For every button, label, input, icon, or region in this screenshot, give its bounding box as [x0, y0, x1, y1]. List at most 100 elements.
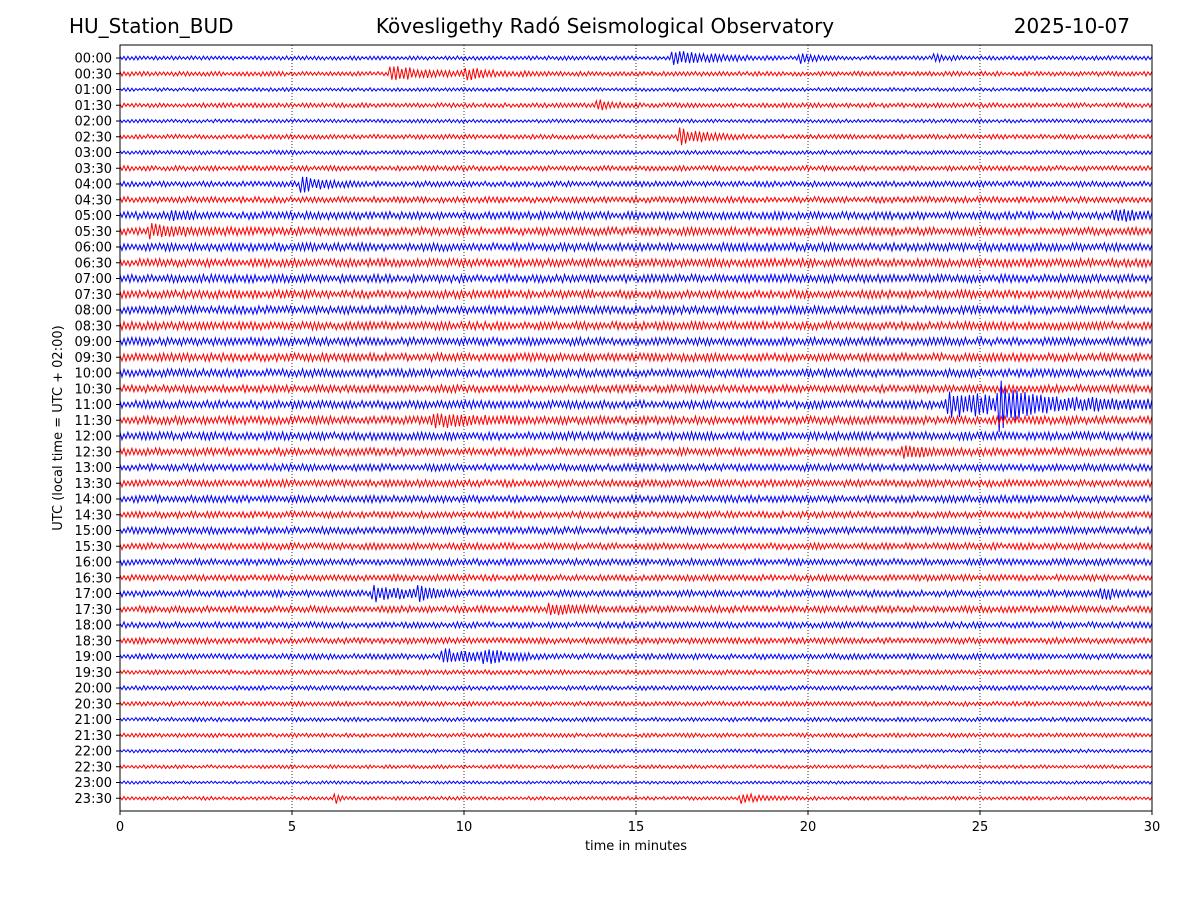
y-tick-label: 16:30 [75, 571, 112, 586]
y-tick-label: 01:30 [75, 99, 112, 114]
y-tick-label: 00:30 [75, 67, 112, 82]
trace-2230 [119, 763, 1153, 770]
trace-0400 [119, 176, 1153, 193]
y-tick-label: 07:00 [75, 272, 112, 287]
y-tick-label: 21:00 [75, 713, 112, 728]
y-tick-label: 15:00 [75, 524, 112, 539]
trace-2030 [119, 700, 1153, 708]
y-tick-label: 08:30 [75, 319, 112, 334]
trace-1000 [119, 366, 1153, 380]
trace-0830 [119, 319, 1153, 332]
trace-0900 [119, 335, 1153, 348]
y-tick-label: 11:00 [75, 398, 112, 413]
y-tick-label: 06:30 [75, 256, 112, 271]
trace-1400 [119, 493, 1153, 505]
y-tick-label: 10:30 [75, 382, 112, 397]
trace-1830 [119, 636, 1153, 646]
trace-2100 [119, 716, 1153, 723]
y-tick-label: 17:00 [75, 587, 112, 602]
trace-0000 [119, 51, 1153, 65]
y-tick-label: 22:30 [75, 760, 112, 775]
x-tick-label: 5 [288, 820, 296, 835]
trace-1430 [119, 509, 1153, 520]
trace-0600 [119, 240, 1153, 254]
trace-2330 [119, 792, 1153, 804]
y-tick-label: 14:30 [75, 508, 112, 523]
trace-1930 [119, 668, 1153, 676]
y-axis-label: UTC (local time = UTC + 02:00) [51, 325, 66, 530]
y-tick-label: 15:30 [75, 540, 112, 555]
trace-0800 [119, 303, 1153, 317]
x-axis-label: time in minutes [585, 839, 687, 854]
y-tick-label: 13:00 [75, 461, 112, 476]
x-tick-label: 10 [456, 820, 473, 835]
trace-1200 [119, 429, 1153, 443]
x-tick-label: 25 [972, 820, 989, 835]
trace-1730 [119, 602, 1153, 616]
trace-0700 [119, 272, 1153, 285]
trace-1330 [119, 477, 1153, 489]
y-tick-label: 02:30 [75, 130, 112, 145]
trace-0230 [119, 127, 1153, 146]
trace-0930 [119, 351, 1153, 364]
y-tick-label: 19:30 [75, 666, 112, 681]
chart-title: Kövesligethy Radó Seismological Observat… [375, 14, 835, 38]
x-tick-label: 30 [1144, 820, 1161, 835]
y-axis: 00:0000:3001:0001:3002:0002:3003:0003:30… [75, 52, 120, 807]
trace-0130 [119, 99, 1153, 111]
trace-group [119, 51, 1153, 804]
y-tick-label: 11:30 [75, 414, 112, 429]
date-label: 2025-10-07 [1013, 14, 1130, 38]
y-tick-label: 06:00 [75, 241, 112, 256]
trace-1230 [119, 445, 1153, 459]
y-tick-label: 05:30 [75, 225, 112, 240]
trace-1600 [119, 556, 1153, 567]
y-tick-label: 23:30 [75, 792, 112, 807]
trace-0300 [119, 149, 1153, 156]
y-tick-label: 21:30 [75, 729, 112, 744]
trace-1500 [119, 525, 1153, 536]
trace-0330 [119, 164, 1153, 173]
y-tick-label: 10:00 [75, 367, 112, 382]
y-tick-label: 09:00 [75, 335, 112, 350]
trace-1030 [119, 382, 1153, 395]
y-tick-label: 08:00 [75, 304, 112, 319]
trace-0100 [119, 86, 1153, 93]
trace-1800 [119, 620, 1153, 630]
trace-2130 [119, 732, 1153, 739]
x-tick-label: 20 [800, 820, 817, 835]
y-tick-label: 01:00 [75, 83, 112, 98]
trace-1300 [119, 462, 1153, 473]
trace-1100 [119, 380, 1153, 433]
y-tick-label: 23:00 [75, 776, 112, 791]
y-tick-label: 04:00 [75, 178, 112, 193]
trace-1130 [119, 413, 1153, 429]
y-tick-label: 18:30 [75, 634, 112, 649]
trace-0200 [119, 118, 1153, 124]
y-tick-label: 17:30 [75, 603, 112, 618]
y-tick-label: 16:00 [75, 556, 112, 571]
trace-0530 [119, 223, 1153, 240]
trace-1630 [119, 572, 1153, 583]
y-tick-label: 20:30 [75, 697, 112, 712]
y-tick-label: 02:00 [75, 115, 112, 130]
y-tick-label: 04:30 [75, 193, 112, 208]
trace-2000 [119, 684, 1153, 692]
y-tick-label: 07:30 [75, 288, 112, 303]
y-tick-label: 05:00 [75, 209, 112, 224]
grid-lines [291, 45, 981, 811]
y-tick-label: 09:30 [75, 351, 112, 366]
y-tick-label: 12:30 [75, 445, 112, 460]
x-tick-label: 15 [628, 820, 645, 835]
y-tick-label: 13:30 [75, 477, 112, 492]
y-tick-label: 12:00 [75, 430, 112, 445]
y-tick-label: 18:00 [75, 619, 112, 634]
trace-1900 [119, 648, 1153, 664]
y-tick-label: 22:00 [75, 745, 112, 760]
trace-0430 [119, 195, 1153, 205]
trace-1700 [119, 584, 1153, 603]
y-tick-label: 19:00 [75, 650, 112, 665]
trace-2200 [119, 748, 1153, 754]
trace-0630 [119, 256, 1153, 269]
